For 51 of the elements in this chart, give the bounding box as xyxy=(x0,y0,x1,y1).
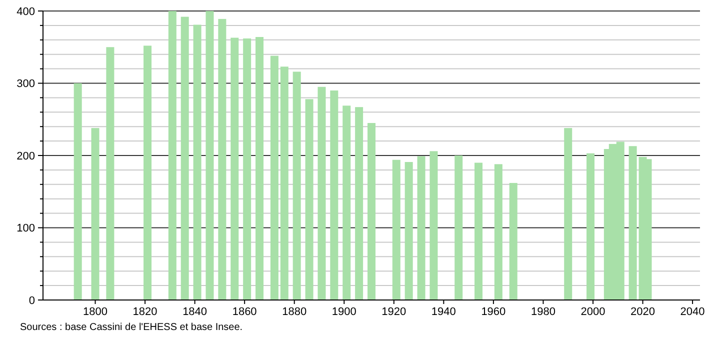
bar xyxy=(509,182,518,300)
x-tick-label: 1900 xyxy=(332,306,356,318)
bar xyxy=(430,151,438,300)
bar xyxy=(91,128,100,300)
bar xyxy=(564,128,572,300)
bar xyxy=(292,72,301,300)
y-tick-label: 0 xyxy=(28,294,35,307)
bar xyxy=(270,56,278,300)
bar xyxy=(180,16,189,300)
bar xyxy=(305,99,314,300)
bar xyxy=(168,11,176,300)
bar xyxy=(454,156,463,300)
bar xyxy=(404,162,413,300)
x-tick-label: 1820 xyxy=(132,306,158,318)
bar xyxy=(417,156,426,300)
bar xyxy=(243,38,252,300)
bar xyxy=(586,153,594,300)
bar xyxy=(494,164,502,300)
x-tick-label: 1860 xyxy=(232,306,257,318)
bar xyxy=(256,37,264,300)
y-tick-label: 200 xyxy=(16,150,35,162)
bar xyxy=(368,122,376,300)
bar xyxy=(218,18,226,300)
x-tick-label: 2040 xyxy=(680,306,705,318)
bar xyxy=(318,86,326,300)
bar xyxy=(106,47,114,300)
x-tick-label: 1980 xyxy=(530,306,556,318)
x-tick-label: 1880 xyxy=(282,306,307,318)
x-tick-label: 1840 xyxy=(182,306,208,318)
x-tick-label: 1940 xyxy=(431,306,456,318)
x-tick-label: 2000 xyxy=(580,306,606,318)
bar xyxy=(144,46,152,300)
y-tick-label: 100 xyxy=(16,222,35,235)
bar xyxy=(628,146,637,300)
y-tick-label: 300 xyxy=(16,78,35,90)
x-tick-label: 2020 xyxy=(630,306,656,318)
bar xyxy=(206,11,214,300)
bar xyxy=(330,90,338,300)
source-note: Sources : base Cassini de l'EHESS et base Insee. xyxy=(20,322,243,333)
x-tick-label: 1920 xyxy=(382,306,406,318)
bar xyxy=(355,107,364,300)
bar xyxy=(392,160,400,300)
y-tick-label: 400 xyxy=(16,6,35,18)
bar xyxy=(230,38,239,300)
bar xyxy=(74,83,82,300)
bar xyxy=(280,66,288,300)
bar xyxy=(474,162,483,300)
bar xyxy=(193,24,202,300)
x-tick-label: 1960 xyxy=(481,306,506,318)
x-tick-label: 1800 xyxy=(83,306,108,318)
bar xyxy=(342,106,351,300)
